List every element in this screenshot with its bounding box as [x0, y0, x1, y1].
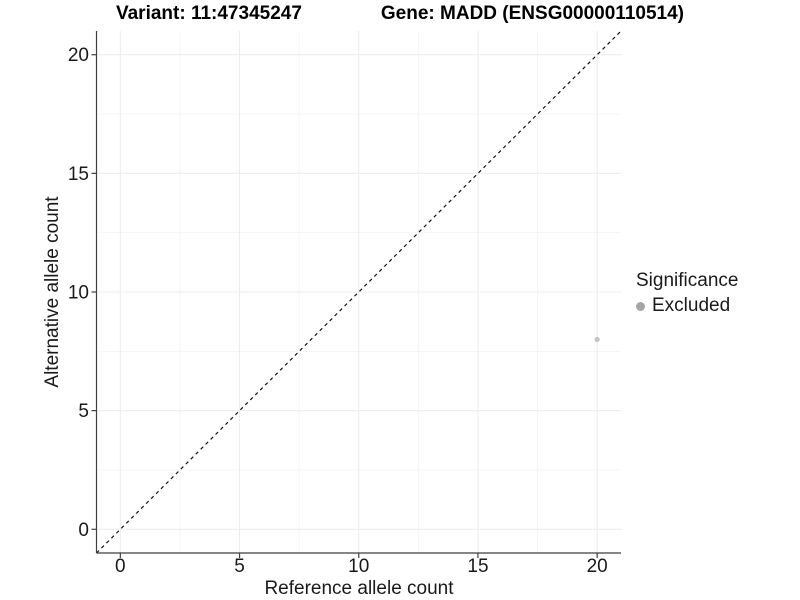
- y-tick-label: 0: [78, 520, 89, 541]
- y-tick-label: 10: [68, 283, 89, 304]
- legend-entry-excluded: Excluded: [636, 295, 738, 317]
- y-axis-title: Alternative allele count: [42, 196, 63, 388]
- x-axis-title: Reference allele count: [264, 578, 454, 599]
- x-tick-label: 20: [587, 556, 608, 577]
- data-point: [594, 336, 600, 343]
- plot-title-gene: Gene: MADD (ENSG00000110514): [380, 3, 684, 24]
- x-tick-label: 0: [115, 556, 126, 577]
- plot-title: Variant: 11:47345247 Gene: MADD (ENSG000…: [0, 3, 800, 25]
- legend-entry-label: Excluded: [652, 295, 731, 316]
- legend-key-dot-icon: [636, 301, 645, 311]
- identity-dashed-line: [96, 30, 622, 554]
- y-tick-label: 15: [68, 164, 89, 185]
- y-tick-label: 20: [68, 45, 89, 66]
- x-tick-label: 5: [234, 556, 245, 577]
- legend: Significance Excluded: [636, 270, 738, 317]
- plot-title-variant: Variant: 11:47345247: [115, 3, 302, 24]
- x-tick-label: 10: [348, 556, 369, 577]
- y-tick-label: 5: [78, 401, 89, 422]
- legend-title: Significance: [636, 270, 739, 291]
- x-tick-label: 15: [467, 556, 488, 577]
